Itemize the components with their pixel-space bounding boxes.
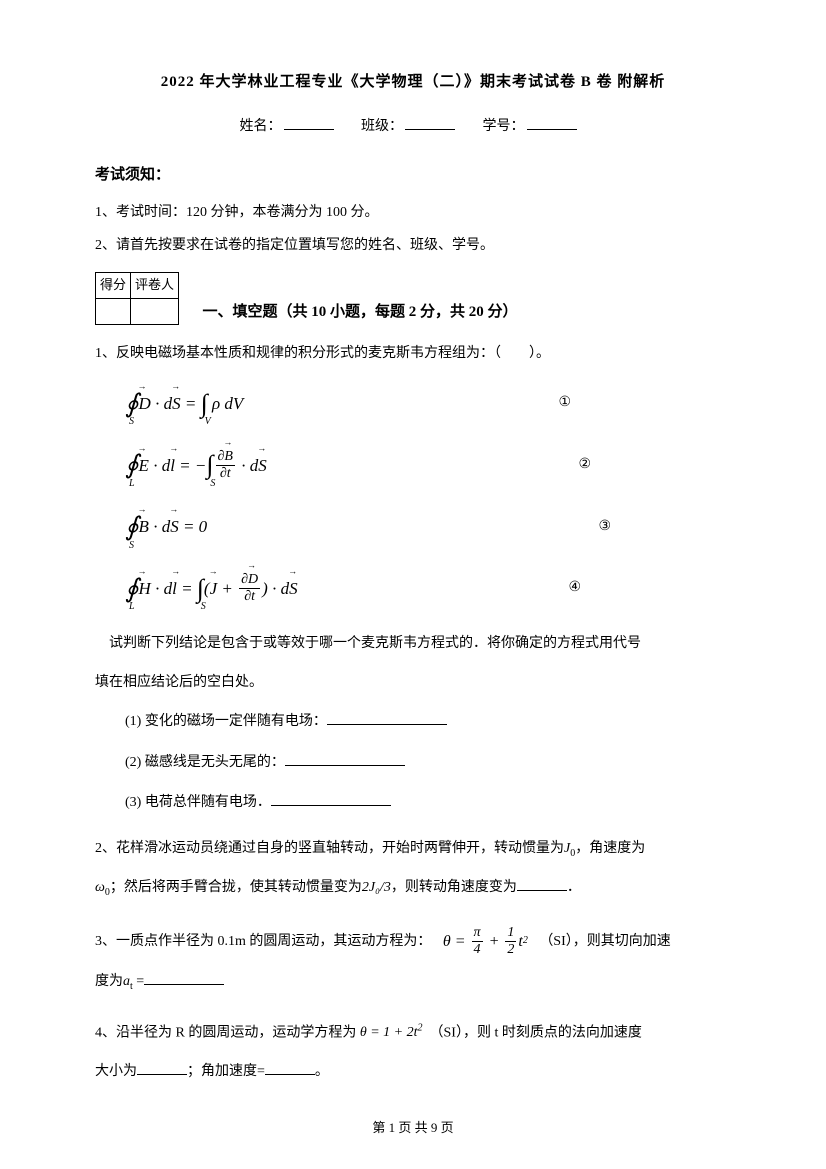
- exam-title: 2022 年大学林业工程专业《大学物理（二）》期末考试试卷 B 卷 附解析: [95, 70, 731, 94]
- name-label: 姓名：: [240, 119, 282, 134]
- q1-s1-blank[interactable]: [327, 709, 447, 725]
- notice-1: 1、考试时间：120 分钟，本卷满分为 100 分。: [95, 202, 731, 224]
- question-1: 1、反映电磁场基本性质和规律的积分形式的麦克斯韦方程组为：（ ）。: [95, 340, 731, 368]
- student-info-line: 姓名： 班级： 学号：: [95, 114, 731, 138]
- name-blank[interactable]: [284, 114, 334, 130]
- score-cell-score[interactable]: [96, 298, 131, 324]
- q3-blank[interactable]: [144, 969, 224, 985]
- notice-heading: 考试须知：: [95, 163, 731, 187]
- q1-judge-text2: 填在相应结论后的空白处。: [95, 668, 731, 699]
- section-1-title: 一、填空题（共 10 小题，每题 2 分，共 20 分）: [203, 300, 518, 324]
- eq-2-num: ②: [578, 454, 731, 476]
- notice-2: 2、请首先按要求在试卷的指定位置填写您的姓名、班级、学号。: [95, 235, 731, 257]
- section-1-header: 得分 评卷人 一、填空题（共 10 小题，每题 2 分，共 20 分）: [95, 272, 731, 325]
- id-blank[interactable]: [527, 114, 577, 130]
- q4-blank-1[interactable]: [137, 1059, 187, 1075]
- score-head-grader: 评卷人: [131, 273, 179, 299]
- maxwell-equations: ∮S D · dS = ∫V ρ dV ① ∮L E · dl = − ∫S ∂…: [125, 383, 731, 609]
- score-head-score: 得分: [96, 273, 131, 299]
- question-2: 2、花样滑冰运动员绕通过自身的竖直轴转动，开始时两臂伸开，转动惯量为J0，角速度…: [95, 834, 731, 865]
- q2-blank[interactable]: [517, 875, 567, 891]
- q3-formula: θ = π4 + 12 t2: [443, 924, 528, 959]
- q1-s2-blank[interactable]: [285, 750, 405, 766]
- score-table: 得分 评卷人: [95, 272, 179, 325]
- question-2-line2: ω0；然后将两手臂合拢，使其转动惯量变为2J₀/3，则转动角速度变为．: [95, 873, 731, 904]
- score-cell-grader[interactable]: [131, 298, 179, 324]
- eq-1-num: ①: [558, 392, 731, 414]
- eq-3-num: ③: [598, 516, 731, 538]
- eq-2: ∮L E · dl = − ∫S ∂B∂t · dS: [125, 444, 267, 486]
- page-footer: 第 1 页 共 9 页: [0, 1118, 826, 1139]
- id-label: 学号：: [483, 119, 525, 134]
- question-3: 3、一质点作半径为 0.1m 的圆周运动，其运动方程为： θ = π4 + 12…: [95, 924, 731, 959]
- eq-3: ∮S B · dS = 0: [125, 506, 207, 548]
- q1-sub-3: (3) 电荷总伴随有电场．: [125, 788, 731, 819]
- q1-sub-1: (1) 变化的磁场一定伴随有电场：: [125, 707, 731, 738]
- q1-s3-blank[interactable]: [271, 790, 391, 806]
- eq-4-num: ④: [568, 577, 731, 599]
- class-label: 班级：: [361, 119, 403, 134]
- q4-blank-2[interactable]: [265, 1059, 315, 1075]
- eq-1: ∮S D · dS = ∫V ρ dV: [125, 383, 243, 425]
- q1-judge-text: 试判断下列结论是包含于或等效于哪一个麦克斯韦方程式的．将你确定的方程式用代号: [95, 629, 731, 660]
- question-4-line2: 大小为；角加速度=。: [95, 1057, 731, 1088]
- eq-4: ∮L H · dl = ∫S (J + ∂D∂t ) · dS: [125, 568, 298, 610]
- class-blank[interactable]: [405, 114, 455, 130]
- question-4: 4、沿半径为 R 的圆周运动，运动学方程为 θ = 1 + 2t2 （SI），则…: [95, 1018, 731, 1049]
- q1-sub-2: (2) 磁感线是无头无尾的：: [125, 748, 731, 779]
- question-3-line2: 度为at =: [95, 967, 731, 998]
